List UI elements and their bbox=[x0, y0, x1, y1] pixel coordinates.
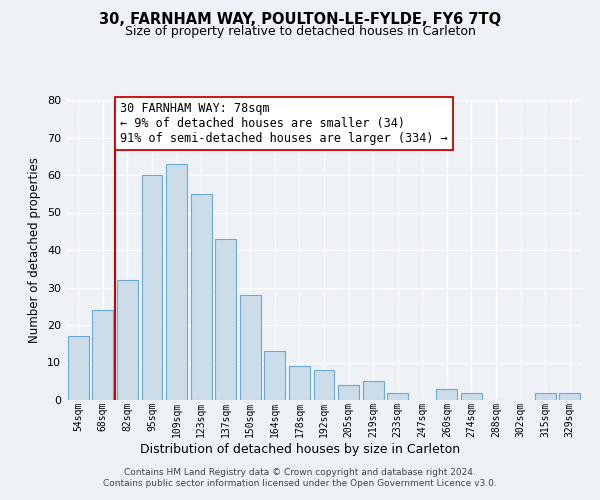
Bar bbox=[166, 164, 187, 400]
Text: Distribution of detached houses by size in Carleton: Distribution of detached houses by size … bbox=[140, 442, 460, 456]
Bar bbox=[314, 370, 334, 400]
Bar bbox=[559, 392, 580, 400]
Bar bbox=[387, 392, 408, 400]
Bar bbox=[265, 351, 286, 400]
Bar bbox=[362, 381, 383, 400]
Bar bbox=[338, 385, 359, 400]
Y-axis label: Number of detached properties: Number of detached properties bbox=[28, 157, 41, 343]
Bar bbox=[436, 389, 457, 400]
Bar bbox=[535, 392, 556, 400]
Bar bbox=[142, 175, 163, 400]
Text: 30, FARNHAM WAY, POULTON-LE-FYLDE, FY6 7TQ: 30, FARNHAM WAY, POULTON-LE-FYLDE, FY6 7… bbox=[99, 12, 501, 28]
Bar bbox=[68, 336, 89, 400]
Text: Contains HM Land Registry data © Crown copyright and database right 2024.
Contai: Contains HM Land Registry data © Crown c… bbox=[103, 468, 497, 487]
Bar bbox=[289, 366, 310, 400]
Text: 30 FARNHAM WAY: 78sqm
← 9% of detached houses are smaller (34)
91% of semi-detac: 30 FARNHAM WAY: 78sqm ← 9% of detached h… bbox=[120, 102, 448, 145]
Bar bbox=[240, 295, 261, 400]
Bar bbox=[215, 239, 236, 400]
Bar bbox=[92, 310, 113, 400]
Bar bbox=[191, 194, 212, 400]
Bar bbox=[461, 392, 482, 400]
Text: Size of property relative to detached houses in Carleton: Size of property relative to detached ho… bbox=[125, 25, 475, 38]
Bar bbox=[117, 280, 138, 400]
